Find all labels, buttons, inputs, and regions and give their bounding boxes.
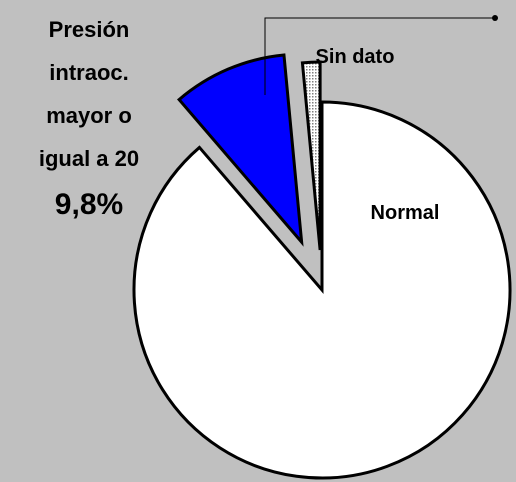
value-label: 9,8%: [54, 188, 124, 221]
pie-slice: [300, 60, 322, 251]
pie-slice: [132, 100, 512, 480]
slice-label: Normal: [370, 202, 440, 224]
leader-line: [264, 17, 495, 95]
slice-label: Sin dato: [315, 46, 395, 68]
leader-dot: [492, 15, 498, 21]
pie-slice: [176, 53, 304, 247]
slice-label: Presión intraoc. mayor o igual a 20: [38, 17, 140, 171]
